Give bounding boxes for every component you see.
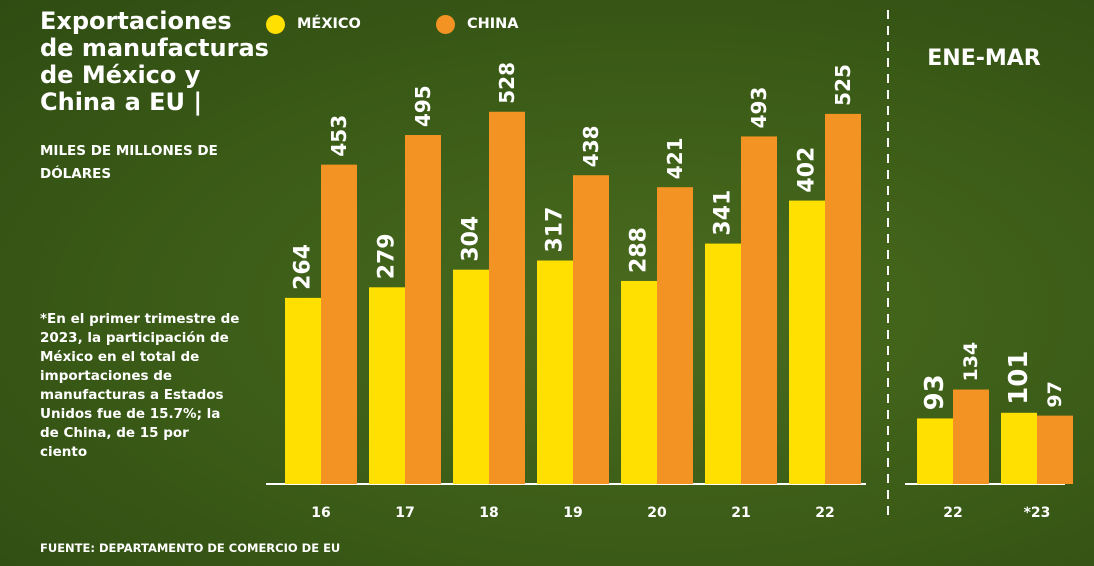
china-swatch bbox=[436, 14, 455, 34]
bar-mexico-17 bbox=[369, 287, 405, 484]
bar-china-20 bbox=[657, 187, 693, 484]
value-label-china-22: 134 bbox=[960, 342, 982, 382]
bar-mexico-19 bbox=[537, 260, 573, 484]
value-label-china-p23: 97 bbox=[1044, 381, 1066, 407]
bar-china-19 bbox=[573, 175, 609, 484]
legend-item-china: CHINA bbox=[436, 12, 519, 36]
bar-mexico-21 bbox=[705, 243, 741, 484]
x-tick-label-21: 21 bbox=[731, 505, 750, 521]
value-label-mexico-p23: 101 bbox=[1004, 351, 1034, 405]
value-label-china-16: 453 bbox=[327, 115, 351, 157]
value-label-mexico-20: 288 bbox=[627, 227, 652, 273]
x-tick-label-18: 18 bbox=[479, 505, 498, 521]
value-label-mexico-19: 317 bbox=[543, 207, 568, 253]
mexico-swatch bbox=[266, 14, 285, 34]
bar-china-p23 bbox=[1037, 415, 1073, 484]
bar-mexico-16 bbox=[285, 297, 321, 484]
x-tick-label-20: 20 bbox=[647, 505, 667, 521]
value-label-mexico-17: 279 bbox=[375, 233, 400, 279]
value-label-china-18: 528 bbox=[495, 62, 519, 104]
bar-china-16 bbox=[321, 164, 357, 484]
value-label-china-22: 525 bbox=[831, 64, 855, 106]
x-tick-label-17: 17 bbox=[395, 505, 414, 521]
value-label-china-17: 495 bbox=[411, 85, 435, 127]
x-tick-label-p23: *23 bbox=[1024, 505, 1051, 521]
bar-china-18 bbox=[489, 111, 525, 484]
bar-china-17 bbox=[405, 135, 441, 484]
bar-mexico-p23 bbox=[1001, 412, 1037, 484]
value-label-mexico-21: 341 bbox=[711, 190, 736, 236]
bar-china-22 bbox=[953, 389, 989, 484]
bar-mexico-22 bbox=[789, 200, 825, 484]
bar-mexico-18 bbox=[453, 269, 489, 484]
x-tick-label-19: 19 bbox=[563, 505, 582, 521]
value-label-mexico-22: 93 bbox=[920, 374, 950, 410]
bar-china-22 bbox=[825, 113, 861, 484]
value-label-mexico-22: 402 bbox=[795, 147, 820, 193]
x-tick-label-22: 22 bbox=[815, 505, 834, 521]
chart-title: Exportaciones de manufacturas de México … bbox=[40, 7, 269, 116]
value-label-china-19: 438 bbox=[579, 125, 603, 167]
footnote: *En el primer trimestre de 2023, la part… bbox=[40, 311, 240, 460]
legend-item-mexico: MÉXICO bbox=[266, 12, 361, 36]
bar-mexico-22 bbox=[917, 418, 953, 484]
value-label-china-20: 421 bbox=[663, 137, 687, 179]
x-tick-label-22: 22 bbox=[943, 505, 962, 521]
legend-label-mexico: MÉXICO bbox=[297, 16, 361, 32]
value-label-china-21: 493 bbox=[747, 87, 771, 129]
section-label-ene-mar: ENE-MAR bbox=[927, 46, 1041, 71]
bar-mexico-20 bbox=[621, 280, 657, 484]
chart-subtitle: MILES DE MILLONES DE DÓLARES bbox=[40, 143, 218, 182]
value-label-mexico-16: 264 bbox=[291, 244, 316, 290]
source-note: FUENTE: DEPARTAMENTO DE COMERCIO DE EU bbox=[40, 541, 341, 555]
x-tick-label-16: 16 bbox=[311, 505, 330, 521]
value-label-mexico-18: 304 bbox=[459, 216, 484, 262]
legend-label-china: CHINA bbox=[467, 16, 519, 32]
bar-china-21 bbox=[741, 136, 777, 484]
